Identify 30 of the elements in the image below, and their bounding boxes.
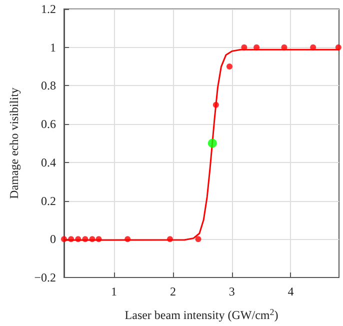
y-tick-label: 0 [50, 232, 56, 246]
y-tick-label: 1 [50, 40, 56, 54]
y-tick-label: 0.8 [41, 78, 56, 93]
y-tick-label: −0.2 [34, 270, 56, 284]
point [68, 236, 74, 242]
y-tick-label: 1.2 [41, 2, 56, 16]
x-tick-label: 2 [170, 284, 176, 298]
point [310, 44, 316, 50]
point [241, 44, 248, 50]
point [96, 236, 102, 242]
point [281, 44, 288, 50]
point [254, 44, 260, 50]
point [89, 236, 96, 242]
x-tick-label: 4 [288, 284, 294, 298]
point [335, 44, 342, 50]
point [226, 64, 232, 70]
y-tick-label: 0.4 [41, 155, 56, 170]
point [167, 236, 173, 242]
point [82, 236, 88, 242]
point [208, 138, 217, 148]
y-tick-label: 0.6 [41, 117, 56, 132]
x-tick-label: 3 [228, 284, 235, 298]
point [61, 236, 67, 242]
point [124, 236, 131, 242]
point [195, 236, 202, 242]
x-tick-label: 1 [111, 284, 118, 298]
y-tick-label: 0.2 [41, 194, 56, 208]
point [75, 236, 82, 242]
y-axis-title: Damage echo visibility [7, 88, 21, 199]
point [212, 102, 219, 108]
